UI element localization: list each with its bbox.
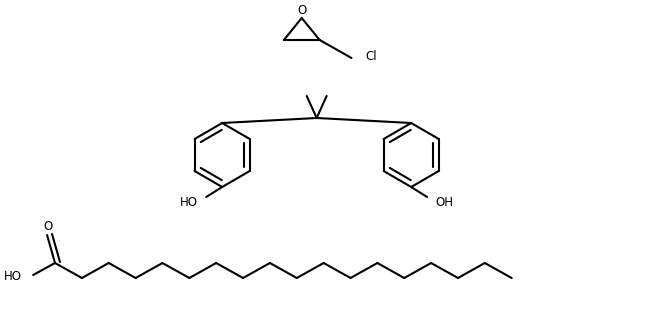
Text: OH: OH [435,196,453,209]
Text: O: O [43,219,53,232]
Text: O: O [297,3,306,17]
Text: Cl: Cl [366,50,377,63]
Text: HO: HO [181,196,198,209]
Text: HO: HO [4,271,22,284]
